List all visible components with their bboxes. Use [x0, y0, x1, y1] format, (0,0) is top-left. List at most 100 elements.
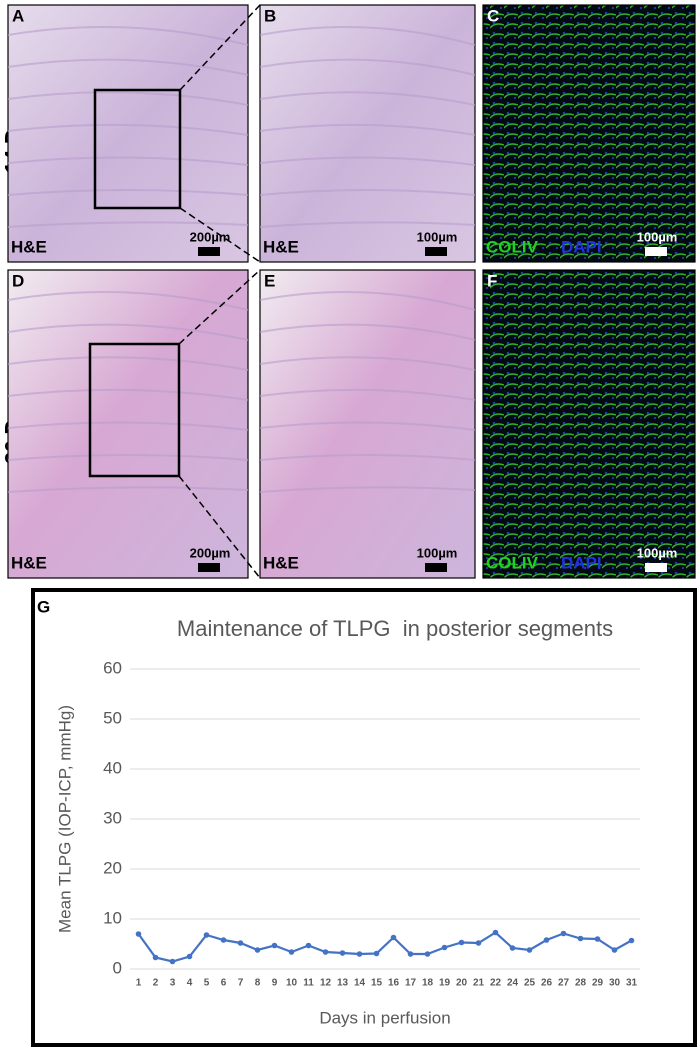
tissue-texture	[7, 421, 249, 431]
data-point	[186, 953, 193, 960]
tissue-texture	[7, 123, 249, 136]
scale-bar	[198, 563, 220, 572]
data-point	[441, 944, 448, 951]
x-tick-label: 22	[490, 978, 502, 989]
tissue-texture	[259, 221, 476, 228]
data-point	[543, 937, 550, 943]
data-point	[407, 951, 414, 957]
x-tick-label: 12	[320, 978, 332, 989]
stain-label: H&E	[11, 553, 47, 572]
tissue-texture	[259, 323, 476, 341]
tissue-texture	[7, 291, 249, 311]
scale-label: 200µm	[190, 229, 231, 244]
tissue-texture	[259, 26, 476, 46]
tissue-texture	[7, 91, 249, 106]
x-tick-label: 7	[238, 978, 244, 989]
scale-label: 100µm	[637, 229, 678, 244]
zoom-box	[93, 88, 182, 210]
panel-letter: F	[487, 271, 497, 290]
tissue-texture	[259, 454, 476, 461]
zoom-box	[88, 342, 181, 478]
data-point	[390, 934, 397, 941]
x-tick-label: 29	[592, 978, 604, 989]
scale-bar	[645, 247, 667, 256]
y-tick-label: 0	[113, 958, 122, 977]
data-point	[135, 931, 142, 937]
x-tick-label: 16	[388, 978, 400, 989]
x-tick-label: 11	[303, 978, 314, 989]
panel-letter: A	[12, 6, 24, 25]
data-point	[237, 940, 244, 946]
tissue-texture	[259, 356, 476, 371]
zoom-line	[179, 207, 261, 263]
tissue-texture	[259, 91, 476, 106]
stain-label: DAPI	[561, 553, 602, 572]
data-point	[152, 954, 159, 961]
x-tick-label: 26	[541, 978, 553, 989]
data-point	[611, 947, 618, 953]
micrograph	[259, 4, 476, 263]
x-tick-label: 13	[337, 978, 349, 989]
data-point	[424, 951, 431, 957]
panel-letter: C	[487, 6, 499, 25]
data-point	[271, 942, 278, 949]
scale-label: 200µm	[190, 545, 231, 560]
chart: G Maintenance of TLPG in posterior segmen…	[37, 597, 640, 1027]
tissue-texture	[259, 156, 476, 166]
x-tick-label: 3	[170, 978, 176, 989]
chart-title: Maintenance of TLPG in posterior segment…	[177, 616, 613, 641]
tissue-texture	[7, 58, 249, 76]
data-point	[203, 932, 210, 938]
panel-letter: G	[37, 597, 50, 616]
zoom-line	[178, 269, 261, 345]
scale-bar	[425, 563, 447, 572]
data-point	[560, 930, 567, 937]
micrograph	[482, 4, 696, 263]
tissue-texture	[259, 388, 476, 401]
scale-bar	[198, 247, 220, 256]
x-tick-label: 14	[354, 978, 366, 989]
stain-label: H&E	[263, 237, 299, 256]
micrograph	[482, 269, 696, 579]
x-tick-label: 18	[422, 978, 434, 989]
data-point	[356, 951, 363, 957]
data-point	[254, 947, 261, 953]
x-tick-label: 6	[221, 978, 227, 989]
stain-label: COLIV	[486, 553, 539, 572]
x-tick-label: 5	[204, 978, 210, 989]
panel-letter: B	[264, 6, 276, 25]
x-tick-label: 17	[405, 978, 417, 989]
data-line	[137, 931, 633, 963]
data-point	[322, 949, 329, 955]
tissue-texture	[7, 26, 249, 46]
panel-letter: E	[264, 271, 275, 290]
x-tick-label: 19	[439, 978, 451, 989]
x-tick-label: 8	[255, 978, 261, 989]
stain-label: H&E	[11, 237, 47, 256]
x-tick-label: 31	[626, 978, 638, 989]
scale-label: 100µm	[417, 229, 458, 244]
tissue-texture	[7, 189, 249, 196]
y-tick-label: 10	[103, 908, 122, 927]
stain-label: DAPI	[561, 237, 602, 256]
data-point	[288, 949, 295, 955]
x-tick-label: 28	[575, 978, 587, 989]
scale-bar	[645, 563, 667, 572]
x-tick-label: 4	[187, 978, 193, 989]
tissue-texture	[259, 291, 476, 311]
data-point	[492, 929, 499, 936]
panel-letter: D	[12, 271, 24, 290]
data-point	[169, 958, 176, 965]
y-tick-label: 30	[103, 808, 122, 827]
y-tick-label: 40	[103, 758, 122, 777]
micrograph-panels: 14 Days30 DaysAH&E200µmBH&E100µmCCOLIVDA…	[2, 4, 696, 579]
scale-bar	[425, 247, 447, 256]
x-tick-label: 30	[609, 978, 621, 989]
x-tick-label: 27	[558, 978, 570, 989]
tissue-texture	[7, 454, 249, 461]
tissue-texture	[7, 323, 249, 341]
y-tick-label: 60	[103, 658, 122, 677]
tissue-texture	[259, 189, 476, 196]
zoom-line	[179, 4, 261, 91]
